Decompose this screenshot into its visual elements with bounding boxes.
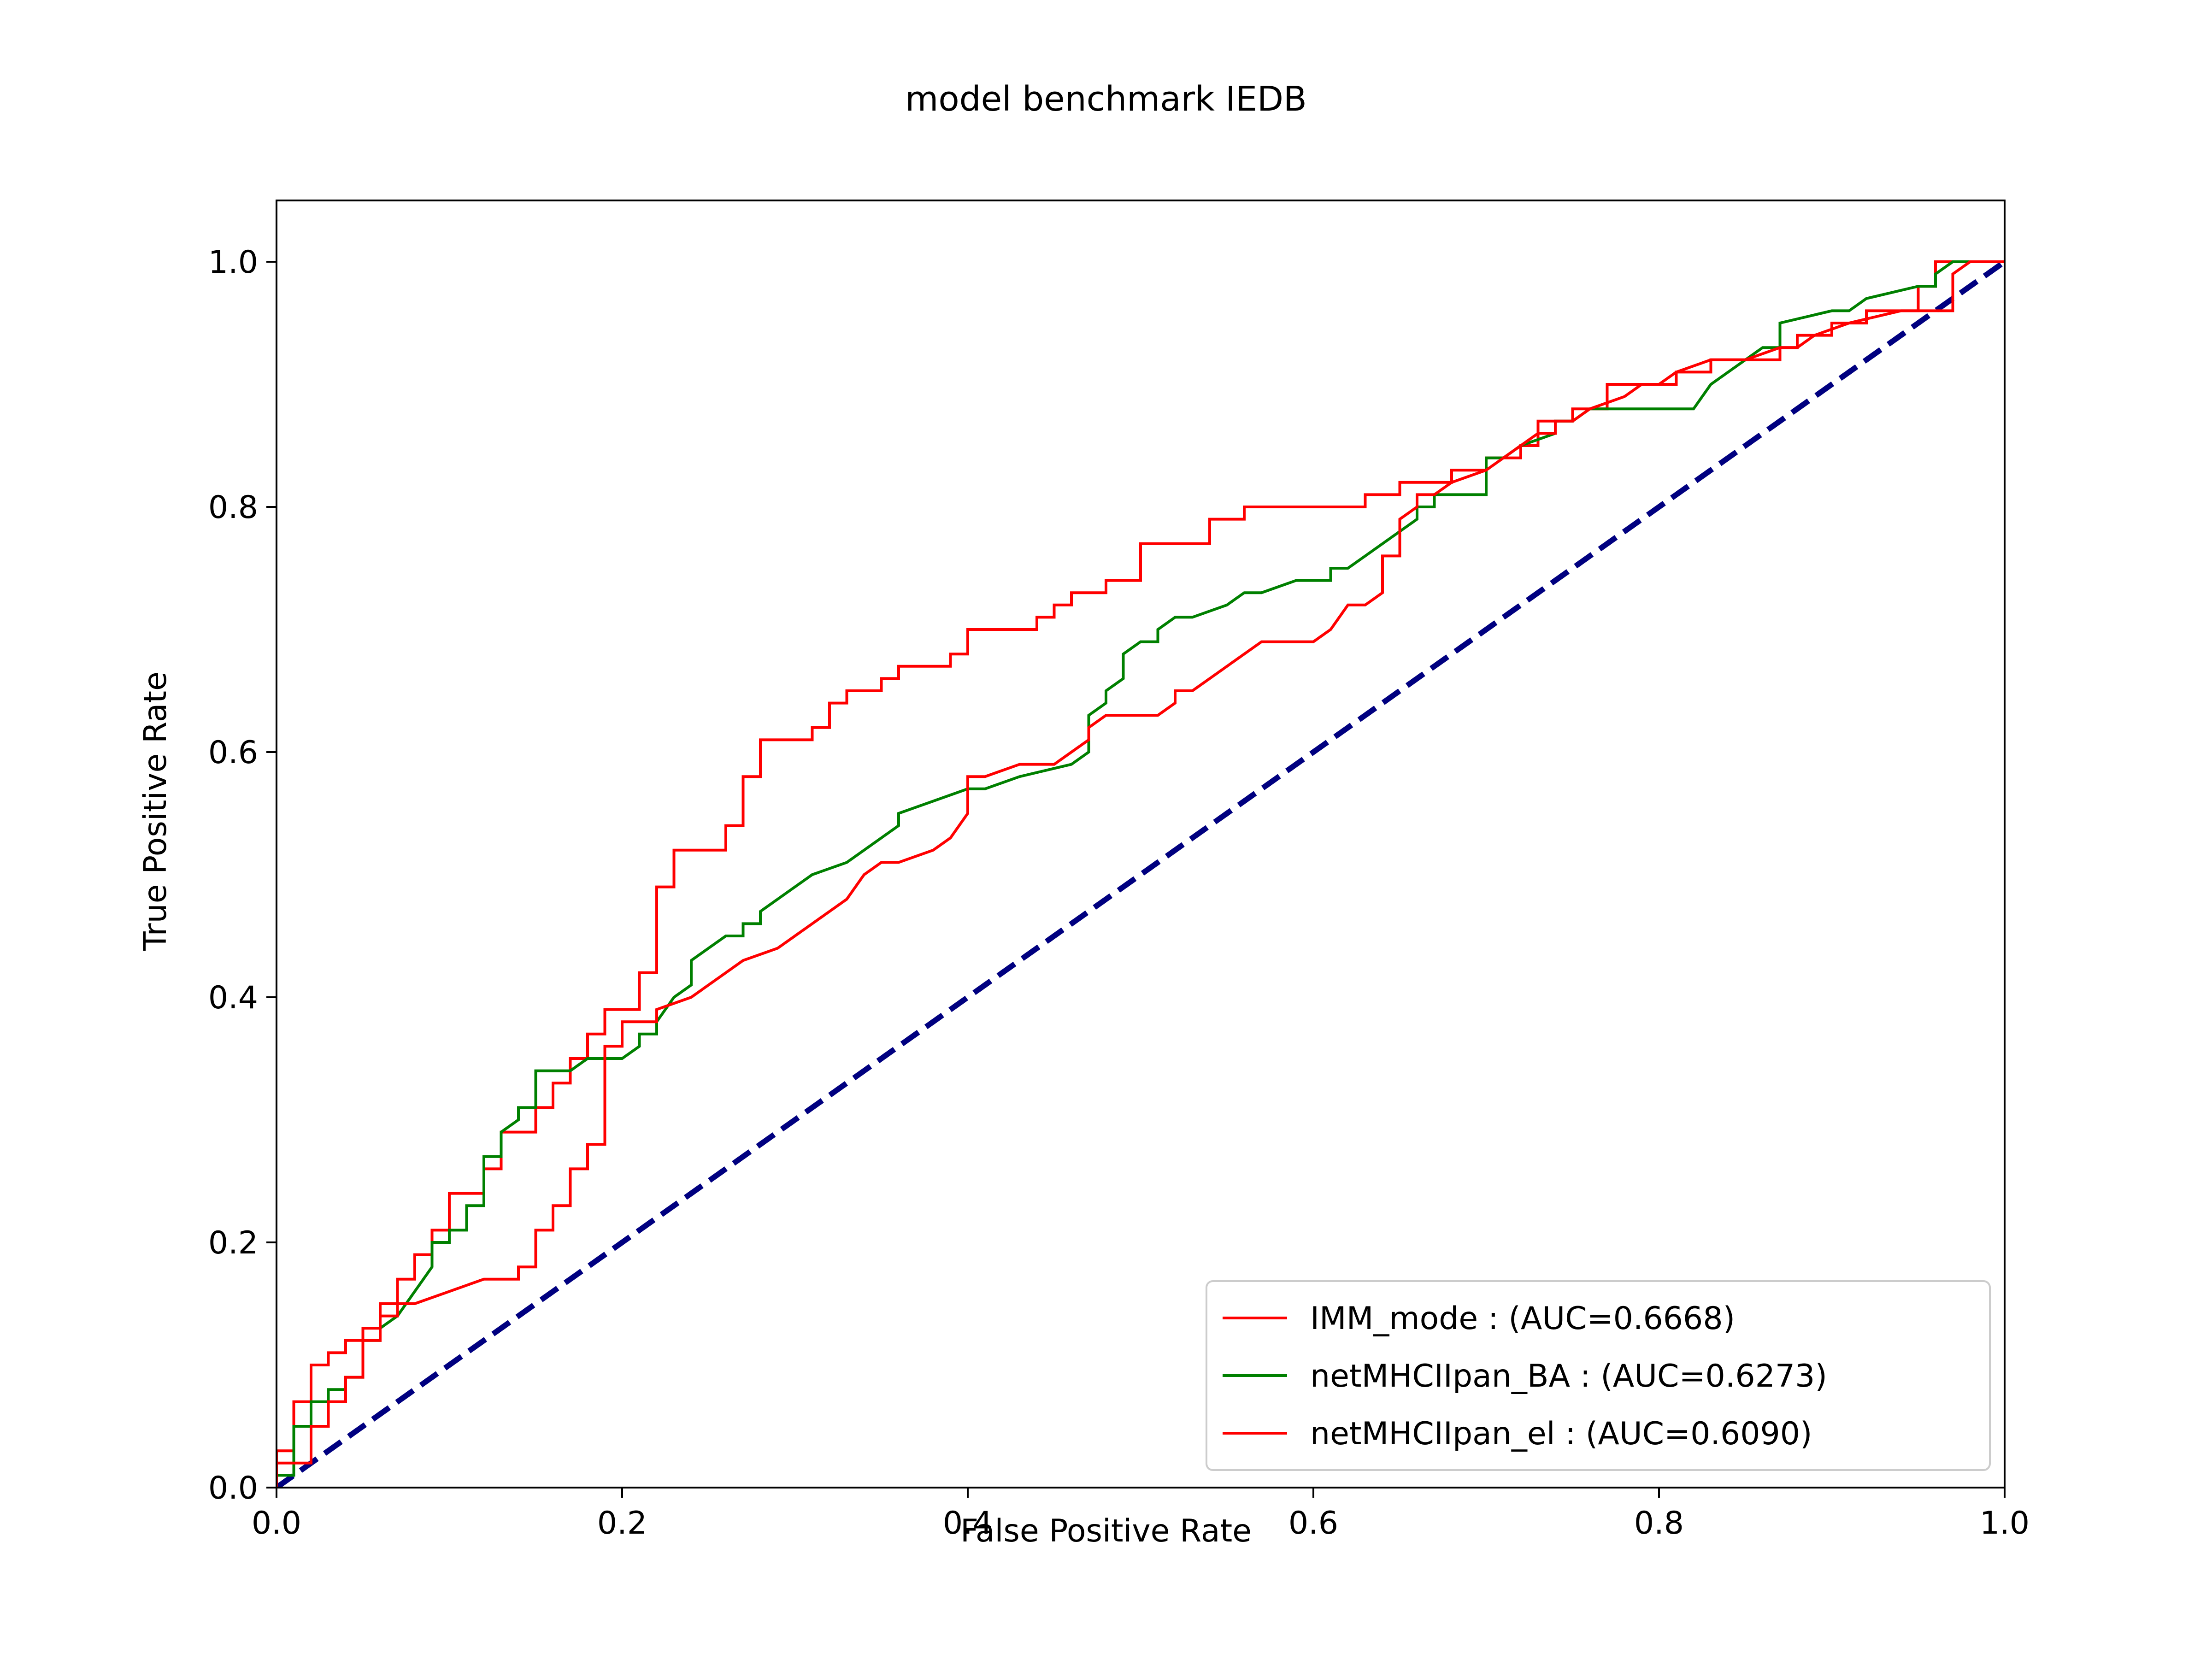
x-tick-label: 0.8: [1634, 1505, 1684, 1541]
y-tick-label: 0.4: [208, 980, 258, 1016]
legend-entry-label: IMM_mode : (AUC=0.6668): [1310, 1300, 1735, 1337]
x-tick-label: 0.4: [943, 1505, 993, 1541]
y-axis-label: True Positive Rate: [137, 671, 174, 951]
legend-entry-label: netMHCIIpan_el : (AUC=0.6090): [1310, 1416, 1812, 1452]
chart-title: model benchmark IEDB: [905, 79, 1307, 119]
axes-frame: [276, 200, 2006, 1488]
x-tick-label: 1.0: [1980, 1505, 2030, 1541]
y-tick-label: 0.2: [208, 1225, 258, 1261]
plot-area: [276, 259, 2005, 1488]
x-tick-label: 0.0: [252, 1505, 301, 1541]
axes: 0.0 0.2 0.4 0.6 0.8 1.0 0.0 0.2 0.4 0.6 0.8 1.0: [208, 200, 2030, 1541]
y-tick-label: 0.6: [208, 735, 258, 771]
y-tick-label: 0.8: [208, 489, 258, 526]
x-axis-label: False Positive Rate: [960, 1513, 1252, 1549]
legend: IMM_mode : (AUC=0.6668) netMHCIIpan_BA : …: [1206, 1280, 1991, 1471]
legend-box: [1206, 1280, 1991, 1471]
y-tick-label: 1.0: [208, 244, 258, 281]
x-tick-label: 0.2: [597, 1505, 647, 1541]
x-tick-label: 0.6: [1288, 1505, 1338, 1541]
legend-entry-label: netMHCIIpan_BA : (AUC=0.6273): [1310, 1358, 1827, 1394]
series-line-3: [276, 260, 2005, 1488]
y-tick-label: 0.0: [208, 1470, 258, 1506]
